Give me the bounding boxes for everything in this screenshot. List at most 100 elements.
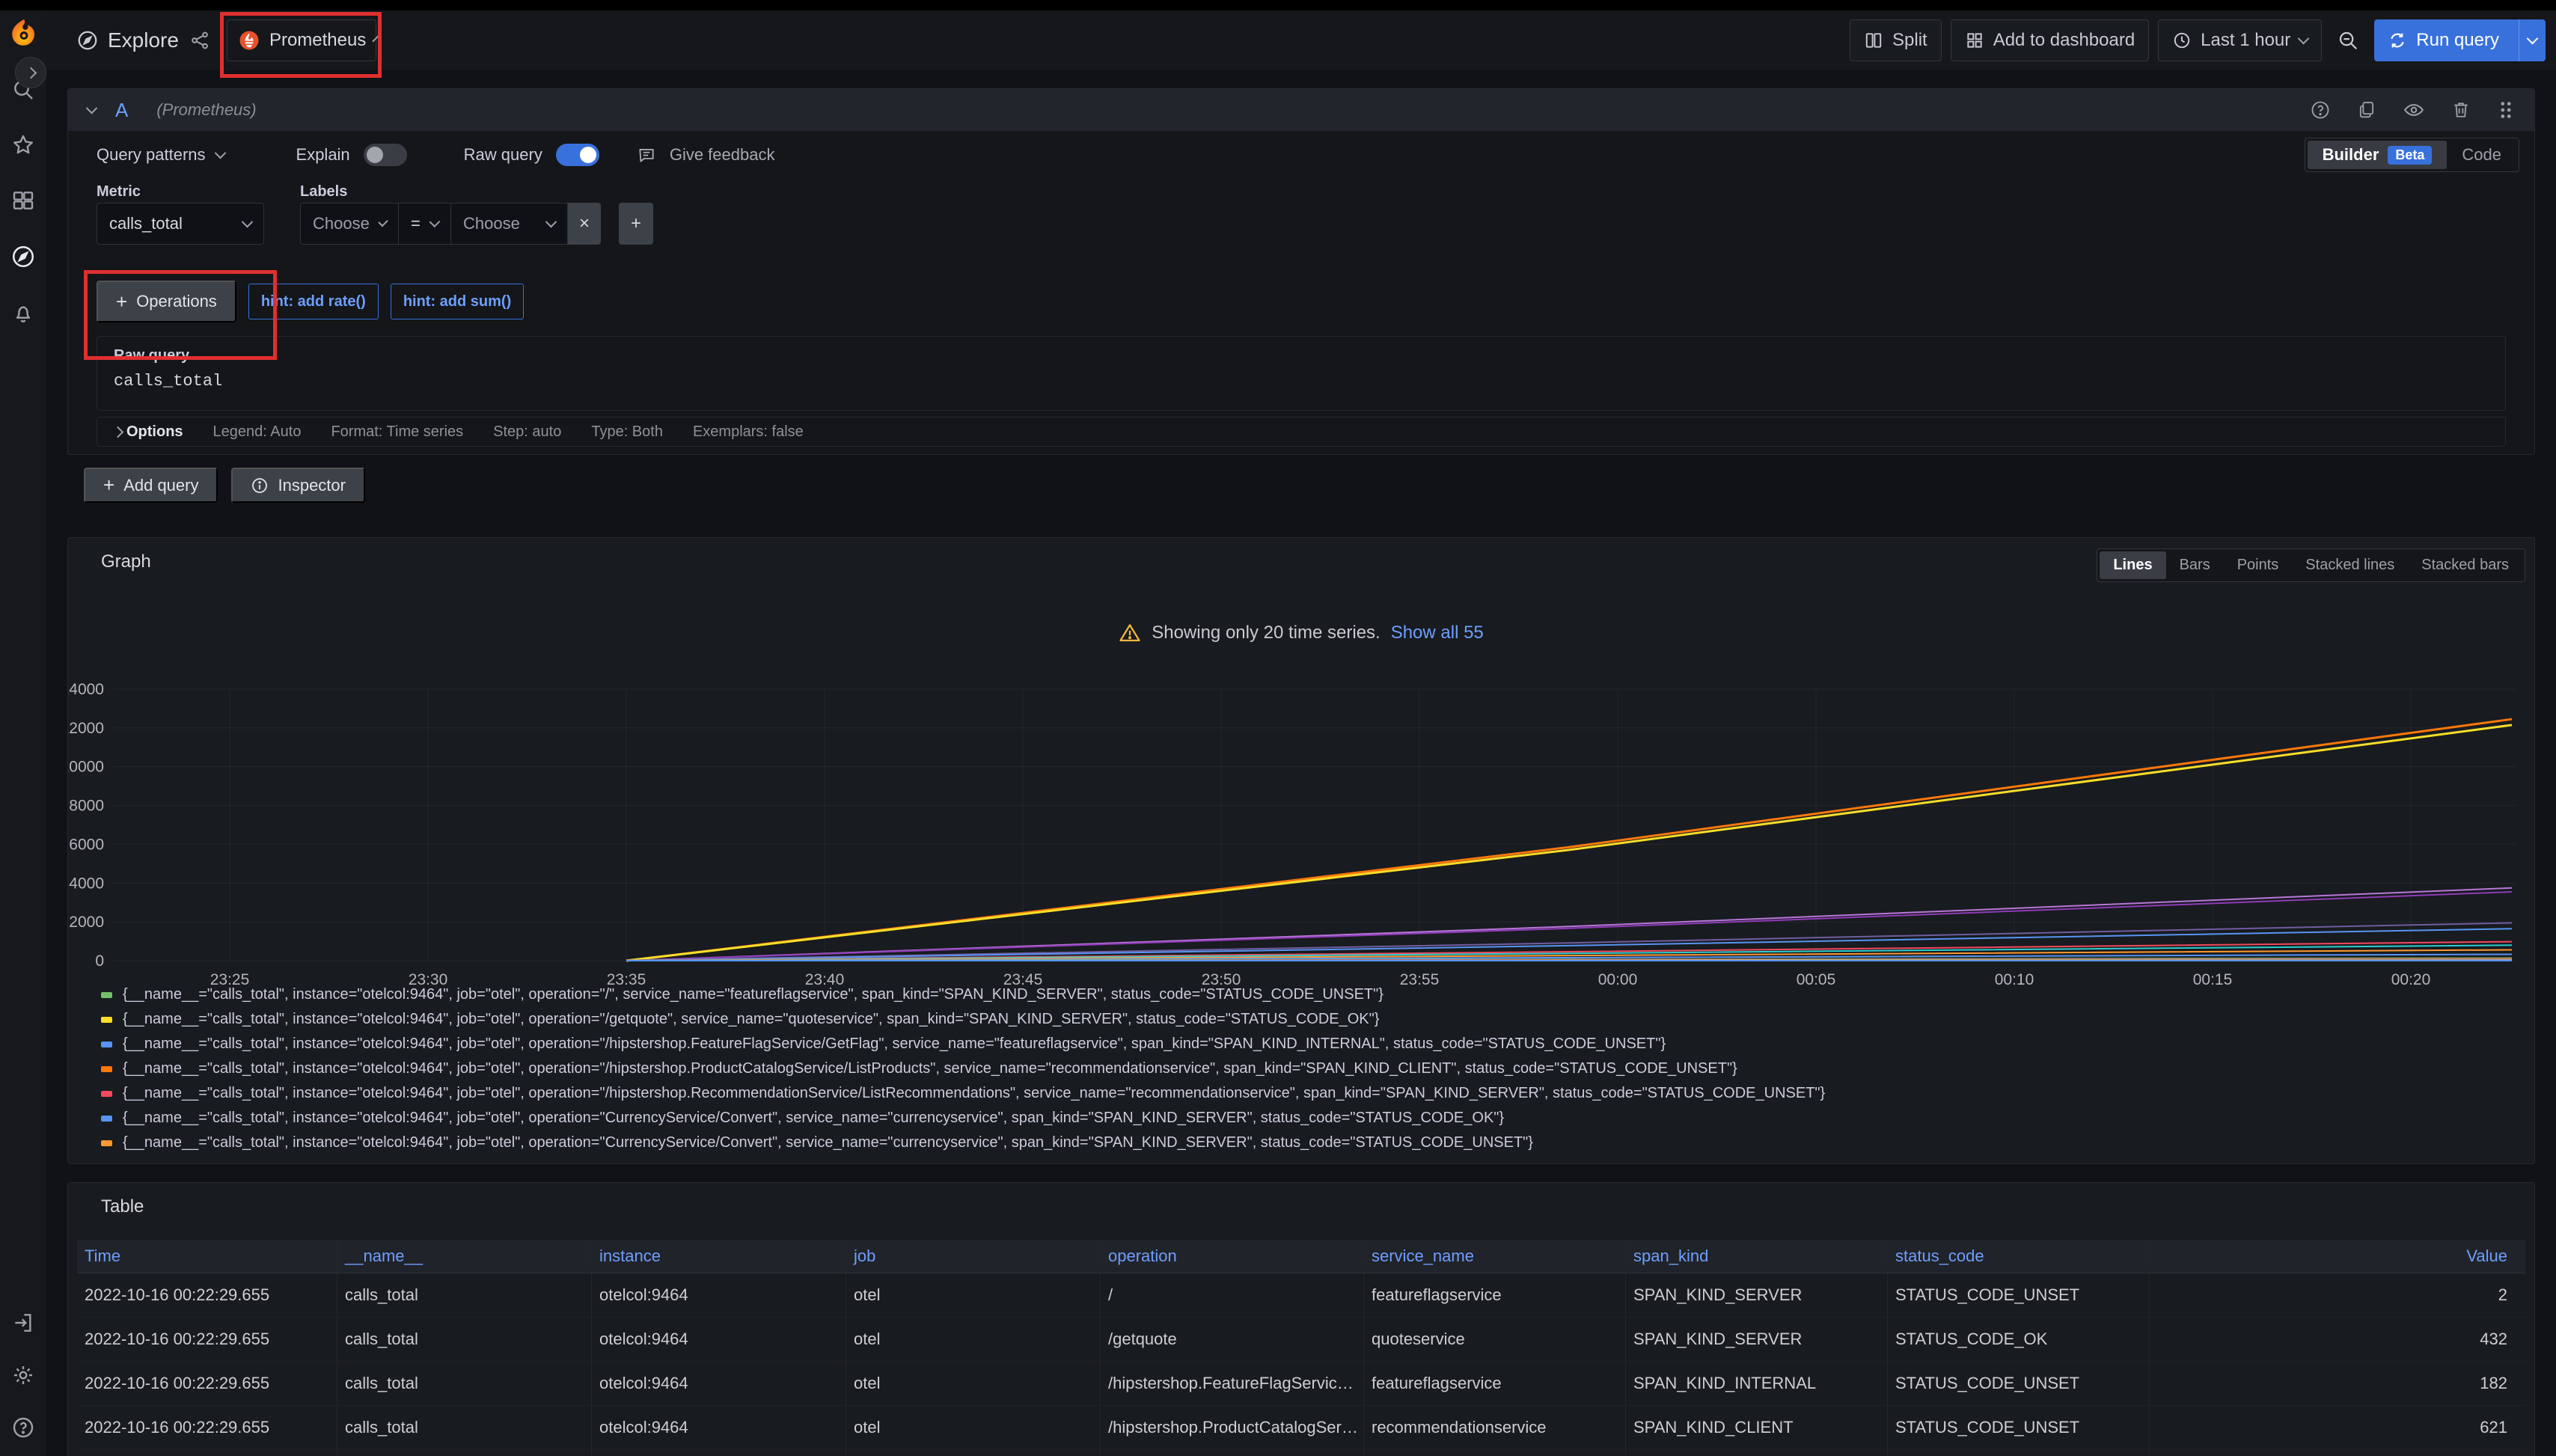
- editor-mode-switch: Builder Beta Code: [2305, 138, 2519, 172]
- legend-item[interactable]: {__name__="calls_total", instance="otelc…: [101, 982, 2522, 1007]
- tab-builder[interactable]: Builder Beta: [2308, 141, 2448, 169]
- gear-icon[interactable]: [11, 1363, 35, 1387]
- query-patterns-dropdown[interactable]: Query patterns: [97, 145, 224, 165]
- table-cell: 2022-10-16 00:22:29.655: [77, 1318, 337, 1361]
- column-header-value[interactable]: Value: [2150, 1240, 2525, 1273]
- options-summary-item: Exemplars: false: [693, 423, 804, 441]
- table-cell: recommendationservice: [1364, 1406, 1626, 1449]
- beta-badge: Beta: [2388, 146, 2432, 165]
- label-operator-value: =: [411, 214, 421, 233]
- time-range-picker[interactable]: Last 1 hour: [2158, 19, 2322, 61]
- run-query-dropdown[interactable]: [2519, 19, 2546, 61]
- chevron-down-icon: [429, 216, 440, 227]
- add-operation-button[interactable]: + Operations: [97, 281, 236, 322]
- table-cell: 182: [2150, 1362, 2525, 1405]
- inspector-button[interactable]: Inspector: [231, 468, 365, 503]
- hint-add-rate-button[interactable]: hint: add rate(): [248, 284, 379, 319]
- grafana-logo[interactable]: [8, 18, 40, 49]
- column-header-instance[interactable]: instance: [592, 1240, 846, 1273]
- trash-icon[interactable]: [2450, 100, 2471, 120]
- remove-label-filter-button[interactable]: ×: [568, 203, 601, 245]
- y-axis-tick-label: 2000: [69, 914, 104, 931]
- legend-item[interactable]: {__name__="calls_total", instance="otelc…: [101, 1106, 2522, 1131]
- help-circle-icon[interactable]: [2310, 100, 2331, 120]
- table-cell: otelcol:9464: [592, 1273, 846, 1317]
- options-summary-item: Format: Time series: [331, 423, 463, 441]
- hint-add-sum-button[interactable]: hint: add sum(): [391, 284, 524, 319]
- eye-icon[interactable]: [2403, 99, 2425, 121]
- legend-item[interactable]: {__name__="calls_total", instance="otelc…: [101, 1056, 2522, 1081]
- legend-item[interactable]: {__name__="calls_total", instance="otelc…: [101, 1007, 2522, 1032]
- column-header-operation[interactable]: operation: [1101, 1240, 1364, 1273]
- time-range-label: Last 1 hour: [2201, 30, 2290, 51]
- table-row: 2022-10-16 00:22:29.655calls_totalotelco…: [77, 1406, 2525, 1450]
- query-patterns-label: Query patterns: [97, 145, 206, 165]
- label-name-placeholder: Choose: [313, 214, 370, 233]
- explain-toggle[interactable]: [364, 144, 407, 166]
- column-header-job[interactable]: job: [846, 1240, 1101, 1273]
- split-label: Split: [1892, 30, 1927, 51]
- y-axis-tick-label: 8000: [69, 798, 104, 815]
- give-feedback-link[interactable]: Give feedback: [670, 145, 775, 165]
- table-cell: quoteservice: [1364, 1318, 1626, 1361]
- legend-item[interactable]: {__name__="calls_total", instance="otelc…: [101, 1131, 2522, 1155]
- label-value-select[interactable]: Choose: [451, 203, 568, 245]
- table-cell: calls_total: [337, 1318, 592, 1361]
- table-cell: otel: [846, 1406, 1101, 1449]
- table-cell: SPAN_KIND_SERVER: [1626, 1450, 1888, 1456]
- dashboards-icon[interactable]: [11, 189, 35, 212]
- split-button[interactable]: Split: [1850, 19, 1942, 61]
- add-to-dashboard-button[interactable]: Add to dashboard: [1951, 19, 2149, 61]
- legend-item[interactable]: {__name__="calls_total", instance="otelc…: [101, 1155, 2522, 1159]
- column-header-servicename[interactable]: service_name: [1364, 1240, 1626, 1273]
- sign-in-icon[interactable]: [11, 1311, 35, 1335]
- table-cell: STATUS_CODE_UNSET: [1888, 1273, 2150, 1317]
- tab-code[interactable]: Code: [2447, 141, 2516, 169]
- raw-query-preview: Raw query calls_total: [97, 336, 2506, 411]
- explore-compass-icon[interactable]: [10, 244, 36, 269]
- label-name-select[interactable]: Choose: [300, 203, 399, 245]
- column-header-statuscode[interactable]: status_code: [1888, 1240, 2150, 1273]
- table-cell: STATUS_CODE_UNSET: [1888, 1362, 2150, 1405]
- zoom-out-button[interactable]: [2331, 19, 2365, 61]
- options-row[interactable]: Options Legend: AutoFormat: Time seriesS…: [97, 417, 2506, 447]
- legend-series-marker: [101, 1041, 112, 1047]
- explore-compass-icon: [76, 29, 99, 52]
- metric-select[interactable]: calls_total: [97, 203, 264, 245]
- collapse-chevron-icon[interactable]: [86, 102, 98, 114]
- series-line: [626, 719, 2512, 961]
- help-circle-icon[interactable]: [11, 1416, 35, 1440]
- table-cell: calls_total: [337, 1273, 592, 1317]
- copy-icon[interactable]: [2356, 100, 2377, 120]
- run-query-button[interactable]: Run query: [2374, 19, 2546, 61]
- table-cell: 2022-10-16 00:22:29.655: [77, 1273, 337, 1317]
- sidebar: [0, 10, 46, 1456]
- legend-series-marker: [101, 1116, 112, 1122]
- table-cell: SPAN_KIND_CLIENT: [1626, 1406, 1888, 1449]
- query-row-header[interactable]: A (Prometheus): [68, 89, 2534, 131]
- legend-item[interactable]: {__name__="calls_total", instance="otelc…: [101, 1081, 2522, 1106]
- series-line: [626, 725, 2512, 961]
- add-query-button[interactable]: + Add query: [84, 468, 218, 503]
- share-icon[interactable]: [189, 30, 210, 51]
- column-header-time[interactable]: Time: [77, 1240, 337, 1273]
- close-icon: ×: [579, 213, 590, 234]
- add-label-filter-button[interactable]: +: [619, 203, 653, 245]
- legend-item[interactable]: {__name__="calls_total", instance="otelc…: [101, 1032, 2522, 1056]
- bell-icon[interactable]: [11, 301, 35, 325]
- datasource-picker[interactable]: Prometheus: [227, 19, 376, 61]
- raw-query-toggle[interactable]: [556, 144, 599, 166]
- table-cell: STATUS_CODE_OK: [1888, 1318, 2150, 1361]
- sidebar-expand-button[interactable]: [15, 57, 46, 88]
- legend-series-marker: [101, 1140, 112, 1146]
- column-header-spankind[interactable]: span_kind: [1626, 1240, 1888, 1273]
- y-axis-tick-label: 12000: [68, 720, 104, 737]
- table-cell: /hipstershop.ProductCatalogService/ListP…: [1101, 1406, 1364, 1449]
- info-circle-icon: [251, 477, 269, 495]
- column-header-name[interactable]: __name__: [337, 1240, 592, 1273]
- table-cell: otel: [846, 1450, 1101, 1456]
- star-icon[interactable]: [11, 133, 35, 157]
- label-operator-select[interactable]: =: [399, 203, 451, 245]
- drag-handle-icon[interactable]: [2497, 100, 2515, 120]
- raw-query-label: Raw query: [114, 347, 2489, 364]
